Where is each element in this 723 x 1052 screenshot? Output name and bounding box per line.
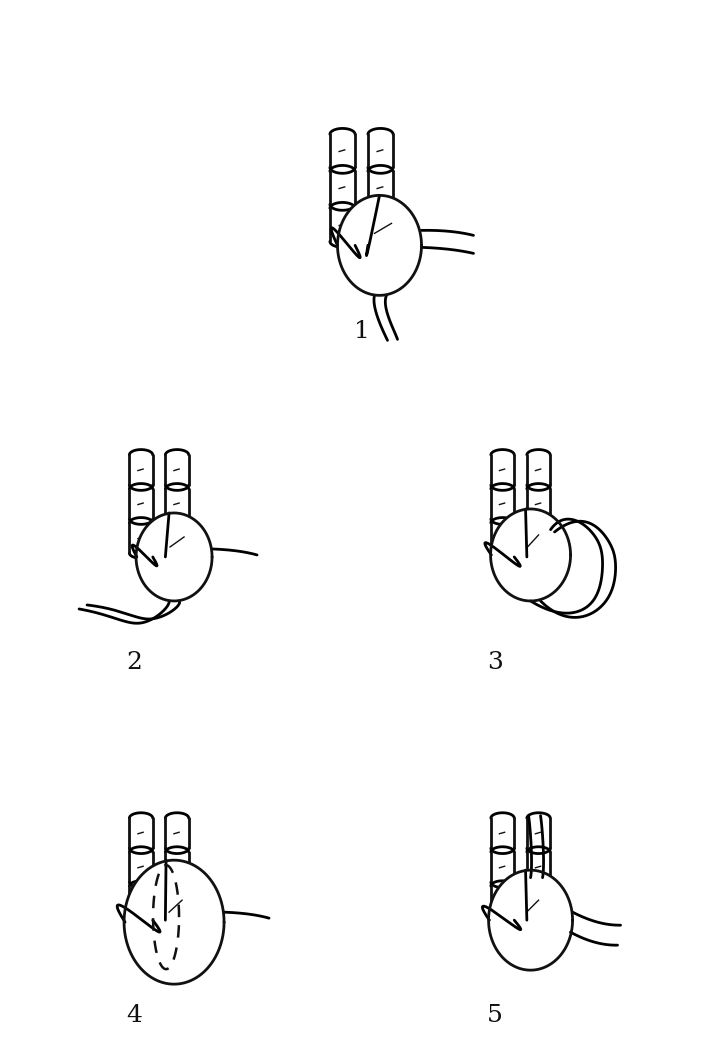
Polygon shape: [338, 196, 422, 296]
Text: 1: 1: [354, 320, 369, 343]
Text: 3: 3: [487, 651, 503, 674]
Polygon shape: [489, 870, 573, 970]
Text: 2: 2: [126, 651, 142, 674]
Polygon shape: [124, 861, 224, 985]
Text: 5: 5: [487, 1004, 503, 1027]
Text: 4: 4: [126, 1004, 142, 1027]
Polygon shape: [136, 513, 212, 601]
Polygon shape: [491, 509, 570, 601]
